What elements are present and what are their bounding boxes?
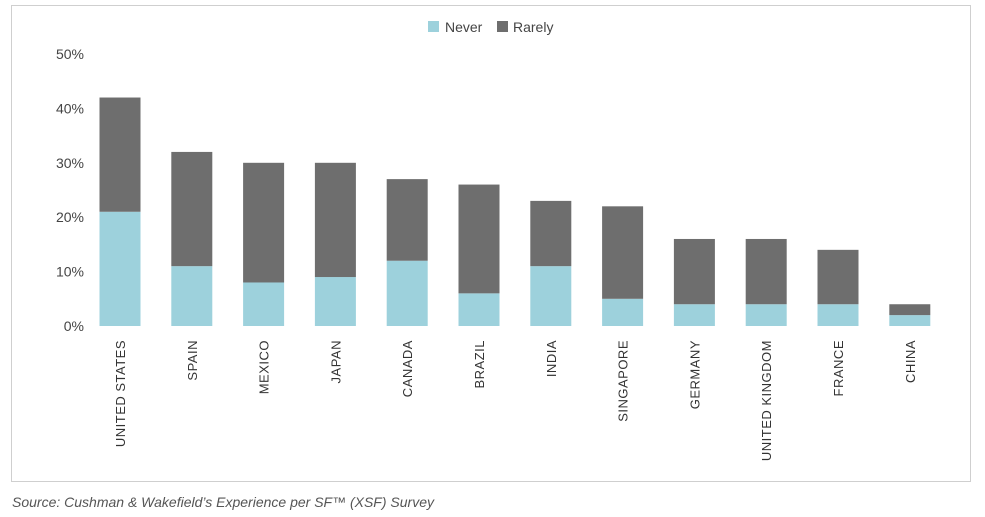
legend-swatch-rarely: [497, 21, 508, 32]
bar-never-spain: [171, 266, 213, 326]
x-tick-label: INDIA: [544, 340, 559, 377]
y-tick-label: 0%: [64, 318, 84, 334]
y-tick-label: 10%: [56, 264, 84, 280]
bar-never-germany: [673, 304, 715, 326]
y-tick-label: 30%: [56, 155, 84, 171]
bar-rarely-mexico: [243, 162, 285, 283]
bar-never-united-states: [99, 211, 141, 326]
bar-rarely-singapore: [602, 206, 644, 299]
bar-rarely-united-states: [99, 97, 141, 212]
bar-never-singapore: [602, 298, 644, 326]
y-tick-label: 20%: [56, 209, 84, 225]
bar-never-brazil: [458, 293, 500, 326]
x-tick-label: MEXICO: [257, 340, 272, 394]
bar-never-india: [530, 266, 572, 326]
source-note: Source: Cushman & Wakefield’s Experience…: [12, 494, 434, 510]
bar-never-united-kingdom: [745, 304, 787, 326]
bar-rarely-germany: [673, 238, 715, 305]
x-tick-label: JAPAN: [328, 340, 343, 383]
x-tick-label: GERMANY: [687, 340, 702, 409]
x-tick-label: CANADA: [400, 340, 415, 397]
x-tick-label: SPAIN: [185, 340, 200, 381]
bar-rarely-japan: [314, 162, 356, 278]
x-tick-label: BRAZIL: [472, 340, 487, 389]
x-tick-label: SINGAPORE: [616, 340, 631, 422]
bar-rarely-france: [817, 249, 859, 305]
legend-label-rarely: Rarely: [513, 19, 553, 35]
bar-never-mexico: [243, 282, 285, 326]
bar-rarely-canada: [386, 179, 428, 261]
bar-rarely-china: [889, 304, 931, 316]
legend-swatch-never: [428, 21, 439, 32]
bar-never-japan: [314, 277, 356, 326]
bar-rarely-india: [530, 200, 572, 267]
x-tick-label: FRANCE: [831, 340, 846, 396]
bar-never-canada: [386, 260, 428, 326]
bar-rarely-spain: [171, 151, 213, 267]
legend-label-never: Never: [445, 19, 483, 35]
bar-never-china: [889, 315, 931, 326]
x-tick-label: UNITED STATES: [113, 340, 128, 447]
x-tick-label: UNITED KINGDOM: [759, 340, 774, 461]
bar-never-france: [817, 304, 859, 326]
bar-rarely-brazil: [458, 184, 500, 294]
y-tick-label: 40%: [56, 100, 84, 116]
bar-rarely-united-kingdom: [745, 238, 787, 305]
y-tick-label: 50%: [56, 46, 84, 62]
x-tick-label: CHINA: [903, 340, 918, 383]
